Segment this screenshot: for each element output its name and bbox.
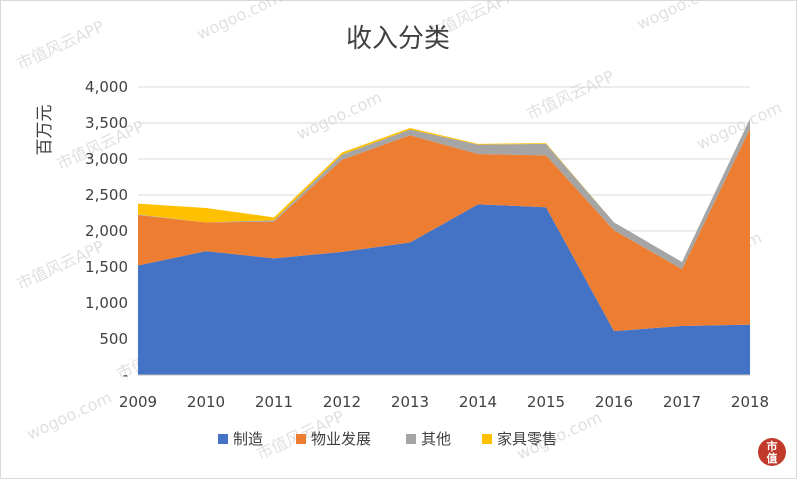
legend-label: 制造 [233,430,263,448]
x-tick-label: 2010 [187,393,225,411]
watermark-text: 市值风云APP [524,66,618,123]
x-tick-label: 2018 [731,393,769,411]
legend: 制造 物业发展 其他 家具零售 [218,430,557,448]
brand-seal: 市值 [758,438,786,466]
seal-text: 市 [767,439,778,453]
y-tick-label: 3,500 [85,114,128,132]
legend-label: 家具零售 [497,430,557,448]
watermark-text: 市值风云APP [14,16,108,73]
x-tick-label: 2009 [119,393,157,411]
x-tick-label: 2015 [527,393,565,411]
axes: - 500 1,000 1,500 2,000 2,500 3,000 3,500 4,000 2… [85,78,769,411]
area-series-其他 [138,118,750,270]
y-tick-label: - [123,366,128,384]
y-tick-label: 500 [99,330,128,348]
watermark-text: wogoo.com [194,0,285,44]
watermark-text: wogoo.com [24,388,115,444]
legend-swatch [482,434,492,444]
y-tick-label: 3,000 [85,150,128,168]
watermark-text: wogoo.com [294,88,385,144]
seal-text: 值 [767,451,778,465]
y-tick-label: 1,000 [85,294,128,312]
legend-swatch [406,434,416,444]
x-tick-label: 2014 [459,393,497,411]
y-tick-label: 1,500 [85,258,128,276]
legend-swatch [296,434,306,444]
area-series-制造 [138,204,750,375]
x-tick-label: 2013 [391,393,429,411]
legend-label: 物业发展 [311,430,371,448]
x-tick-label: 2017 [663,393,701,411]
legend-item: 家具零售 [482,430,557,448]
seal-badge [758,438,786,466]
x-tick-label: 2012 [323,393,361,411]
area-series-物业发展 [138,128,750,332]
legend-item: 物业发展 [296,430,371,448]
chart-title: 收入分类 [346,24,450,54]
legend-item: 制造 [218,430,263,448]
watermark-text: wogoo.com [634,0,725,34]
x-tick-label: 2016 [595,393,633,411]
y-tick-label: 4,000 [85,78,128,96]
y-tick-label: 2,000 [85,222,128,240]
legend-label: 其他 [421,430,451,448]
y-axis-label: 百万元 [35,105,55,156]
x-tick-label: 2011 [255,393,293,411]
legend-swatch [218,434,228,444]
legend-item: 其他 [406,430,451,448]
y-tick-label: 2,500 [85,186,128,204]
plot-areas [138,118,750,375]
